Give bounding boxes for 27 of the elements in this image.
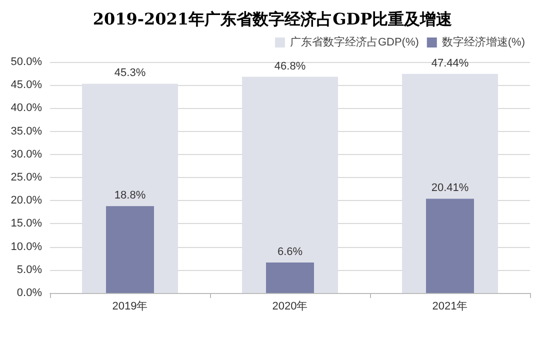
legend-label: 数字经济增速(%) (442, 36, 525, 48)
data-label: 20.41% (431, 182, 469, 194)
y-tick-label: 15.0% (10, 218, 42, 230)
y-tick-label: 10.0% (10, 240, 42, 253)
x-tick-label: 2019年 (112, 300, 148, 312)
data-label: 46.8% (274, 60, 306, 72)
data-label: 6.6% (277, 246, 303, 258)
y-tick-label: 35.0% (10, 125, 42, 138)
y-tick-label: 45.0% (10, 79, 42, 92)
y-tick-label: 0.0% (16, 287, 42, 299)
legend-label: 广东省数字经济占GDP(%) (290, 36, 419, 48)
bar (266, 262, 314, 293)
x-tick-label: 2020年 (272, 300, 308, 312)
bar (242, 76, 338, 293)
y-tick-label: 50.0% (10, 56, 42, 68)
data-label: 45.3% (114, 67, 146, 80)
bar (106, 206, 154, 293)
y-tick-label: 25.0% (10, 172, 42, 184)
data-label: 18.8% (114, 190, 146, 202)
y-tick-label: 5.0% (16, 264, 42, 276)
data-label: 47.44% (431, 57, 469, 70)
x-tick-label: 2021年 (432, 300, 468, 312)
y-tick-label: 30.0% (10, 148, 42, 160)
y-tick-label: 20.0% (10, 194, 42, 207)
y-tick-label: 40.0% (10, 102, 42, 114)
bar (426, 198, 474, 293)
chart-title: 2019-2021年广东省数字经济占GDP比重及增速 (92, 10, 454, 28)
